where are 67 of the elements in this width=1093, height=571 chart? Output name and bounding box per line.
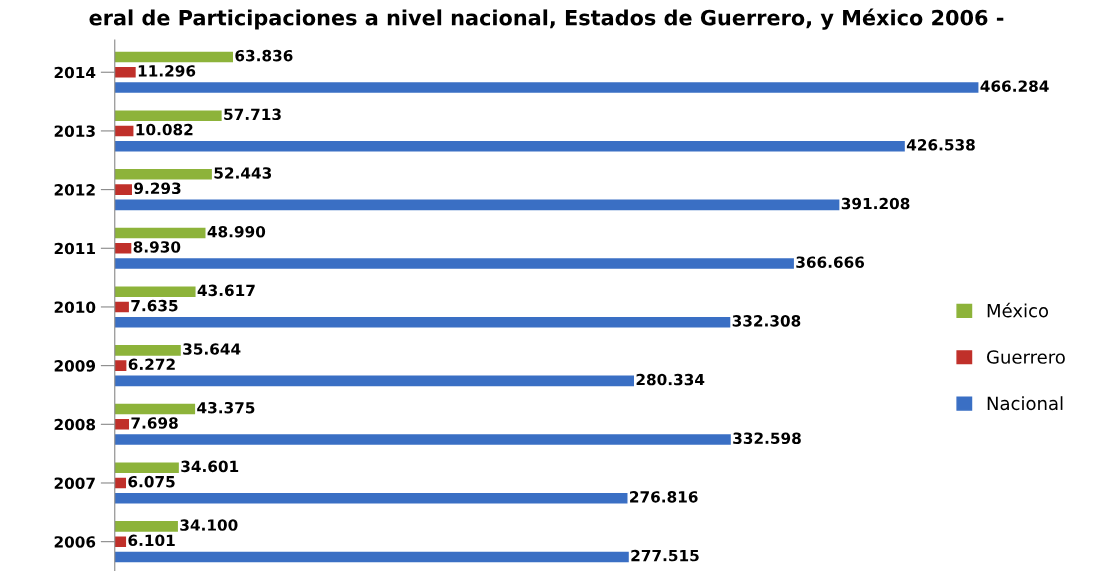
bar: [114, 536, 127, 547]
bar: [114, 51, 233, 63]
data-label: 366.666: [796, 256, 865, 268]
data-label: 34.100: [180, 519, 238, 531]
data-label: 6.101: [128, 534, 175, 547]
chart-title: eral de Participaciones a nivel nacional, Estados de Guerrero, y México 2006 -: [89, 8, 1004, 30]
bar: [114, 199, 840, 211]
y-tick-label: 2007: [54, 477, 95, 490]
data-label: 391.208: [841, 197, 910, 210]
bar: [114, 82, 979, 93]
data-label: 34.601: [181, 460, 239, 473]
bar: [114, 110, 222, 121]
y-tick-label: 2009: [54, 360, 96, 372]
data-label: 280.334: [636, 373, 705, 386]
data-label: 48.990: [207, 225, 266, 238]
data-label: 43.375: [197, 401, 255, 414]
legend-label: México: [987, 302, 1049, 318]
bar: [114, 140, 905, 152]
bar: [114, 227, 206, 239]
legend-label: Guerrero: [986, 350, 1065, 364]
y-tick-label: 2010: [54, 301, 96, 313]
data-label: 7.635: [131, 299, 178, 312]
data-label: 9.293: [134, 182, 181, 195]
data-label: 10.082: [136, 123, 193, 136]
bar: [114, 286, 196, 297]
data-label: 35.644: [183, 343, 241, 355]
data-label: 466.284: [980, 80, 1049, 92]
data-label: 332.598: [733, 432, 801, 444]
bar: [114, 316, 731, 328]
y-tick-label: 2008: [54, 418, 96, 431]
bar: [114, 492, 628, 504]
bar: [114, 375, 635, 387]
bar: [114, 184, 132, 195]
y-tick-label: 2011: [54, 242, 95, 255]
bar: [114, 258, 794, 269]
data-label: 7.698: [131, 417, 178, 429]
bar: [114, 301, 129, 313]
data-label: 426.538: [906, 139, 975, 151]
legend-label: Nacional: [987, 396, 1063, 411]
bar: [114, 551, 629, 563]
bar: [114, 521, 178, 532]
bar: [114, 66, 136, 78]
bar: [114, 403, 196, 415]
data-label: 57.713: [224, 108, 281, 121]
y-tick-label: 2014: [54, 66, 96, 79]
data-label: 8.930: [133, 241, 181, 253]
data-label: 332.308: [732, 315, 801, 327]
data-label: 63.836: [235, 49, 293, 62]
bar: [114, 434, 731, 445]
bar: [114, 125, 134, 137]
data-label: 6.272: [128, 358, 175, 371]
data-label: 6.075: [128, 475, 175, 488]
bar: [114, 242, 132, 254]
data-label: 277.515: [631, 549, 699, 562]
y-tick-label: 2012: [54, 184, 95, 196]
data-label: 52.443: [214, 167, 272, 179]
bar: [114, 419, 130, 430]
bar: [114, 169, 212, 180]
data-label: 276.816: [630, 491, 698, 503]
bar: [114, 477, 127, 489]
bar: [114, 360, 127, 371]
data-label: 11.296: [138, 65, 196, 77]
data-label: 43.617: [197, 284, 255, 297]
bar: [114, 345, 181, 356]
y-tick-label: 2006: [54, 536, 96, 548]
bar: [114, 462, 179, 474]
y-tick-label: 2013: [54, 125, 95, 137]
